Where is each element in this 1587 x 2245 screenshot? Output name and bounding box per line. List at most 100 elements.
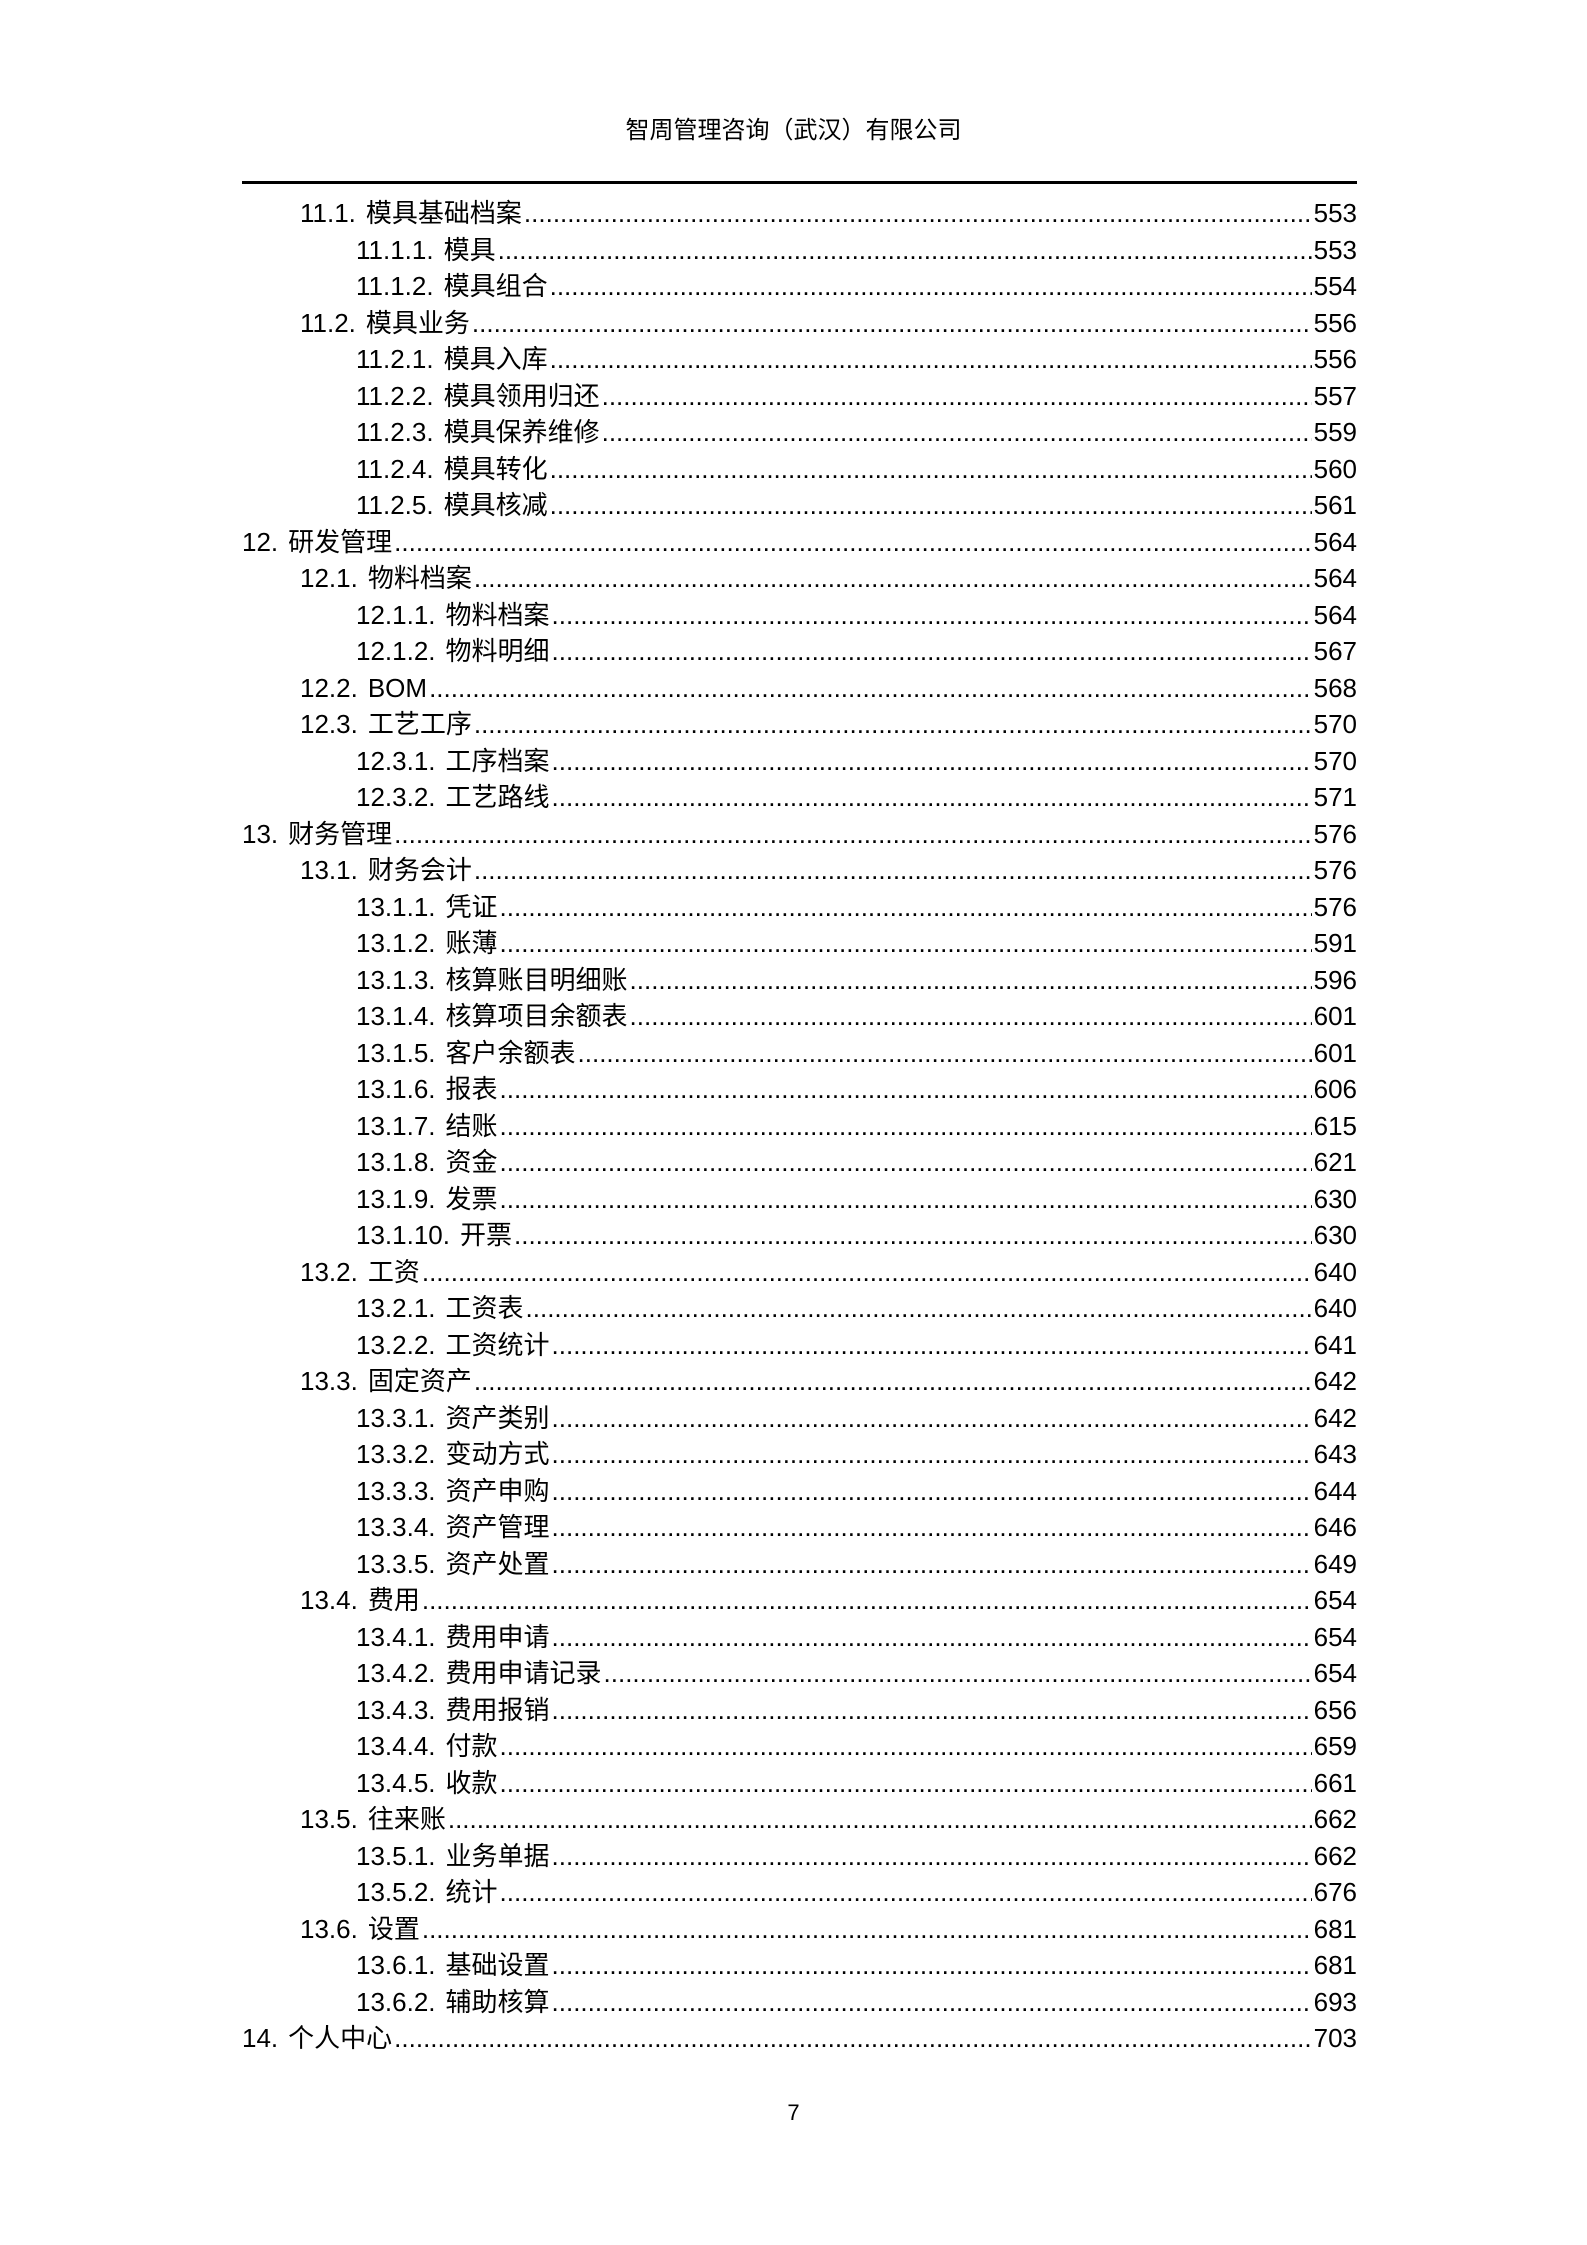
toc-entry-title: 发票 (445, 1183, 498, 1214)
toc-entry[interactable]: 13.4.3. 费用报销 656 (242, 1692, 1357, 1729)
toc-entry-page: 554 (1313, 271, 1357, 301)
toc-entry[interactable]: 11.1.2. 模具组合 554 (242, 268, 1357, 305)
toc-entry-number: 11.2.1. (356, 344, 434, 374)
toc-entry-page: 630 (1313, 1183, 1357, 1214)
toc-entry[interactable]: 13.4.5. 收款 661 (242, 1765, 1357, 1802)
toc-entry[interactable]: 11.2.5. 模具核减 561 (242, 487, 1357, 524)
toc-entry[interactable]: 14. 个人中心 703 (242, 2020, 1357, 2057)
toc-entry[interactable]: 13.3.2. 变动方式 643 (242, 1436, 1357, 1473)
toc-dot-leader (550, 451, 1312, 488)
toc-entry[interactable]: 13. 财务管理 576 (242, 816, 1357, 853)
toc-entry[interactable]: 13.2.1. 工资表 640 (242, 1290, 1357, 1327)
toc-entry[interactable]: 13.1.9. 发票 630 (242, 1181, 1357, 1218)
toc-entry-title: 工序档案 (445, 745, 550, 776)
toc-entry-title: 工资统计 (445, 1329, 550, 1360)
toc-dot-leader (578, 1035, 1312, 1072)
toc-entry[interactable]: 12.1.2. 物料明细 567 (242, 633, 1357, 670)
toc-entry[interactable]: 13.3.1. 资产类别 642 (242, 1400, 1357, 1437)
toc-dot-leader (474, 852, 1312, 889)
toc-entry[interactable]: 12.1. 物料档案 564 (242, 560, 1357, 597)
toc-entry[interactable]: 13.4.4. 付款 659 (242, 1728, 1357, 1765)
toc-dot-leader (500, 925, 1312, 962)
toc-entry-number: 12.1. (300, 563, 358, 593)
toc-entry[interactable]: 13.1.8. 资金 621 (242, 1144, 1357, 1181)
toc-entry-page: 591 (1313, 928, 1357, 958)
toc-entry[interactable]: 13.1.10. 开票 630 (242, 1217, 1357, 1254)
toc-entry[interactable]: 13.4.2. 费用申请记录 654 (242, 1655, 1357, 1692)
toc-entry-number: 12.2. (300, 672, 358, 703)
toc-entry-number: 13.3.5. (356, 1548, 436, 1579)
table-of-contents: 11.1. 模具基础档案 553 11.1.1. 模具 553 11.1.2. 模具组合 554… (242, 195, 1357, 2057)
toc-entry[interactable]: 13.6. 设置 681 (242, 1911, 1357, 1948)
toc-entry-page: 649 (1313, 1548, 1357, 1579)
toc-dot-leader (500, 1144, 1312, 1181)
toc-entry[interactable]: 11.2. 模具业务 556 (242, 305, 1357, 342)
toc-dot-leader (500, 1765, 1312, 1802)
toc-entry[interactable]: 13.1.2. 账薄 591 (242, 925, 1357, 962)
toc-dot-leader (500, 889, 1312, 926)
toc-entry-page: 640 (1313, 1293, 1357, 1323)
toc-entry-page: 576 (1313, 891, 1357, 922)
toc-dot-leader (500, 1181, 1312, 1218)
toc-entry[interactable]: 12.1.1. 物料档案 564 (242, 597, 1357, 634)
toc-entry[interactable]: 13.5. 往来账 662 (242, 1801, 1357, 1838)
toc-entry[interactable]: 13.1.1. 凭证 576 (242, 889, 1357, 926)
toc-dot-leader (552, 1692, 1312, 1729)
toc-entry-page: 681 (1313, 1913, 1357, 1944)
toc-entry-title: 工艺路线 (445, 782, 550, 812)
toc-entry[interactable]: 11.2.3. 模具保养维修 559 (242, 414, 1357, 451)
toc-entry[interactable]: 13.3.3. 资产申购 644 (242, 1473, 1357, 1510)
toc-entry[interactable]: 13.3.5. 资产处置 649 (242, 1546, 1357, 1583)
toc-entry[interactable]: 13.5.1. 业务单据 662 (242, 1838, 1357, 1875)
toc-entry[interactable]: 13.4.1. 费用申请 654 (242, 1619, 1357, 1656)
toc-entry[interactable]: 13.6.2. 辅助核算 693 (242, 1984, 1357, 2021)
toc-entry-title: 开票 (459, 1220, 512, 1250)
toc-entry-page: 571 (1313, 782, 1357, 812)
toc-entry-page: 643 (1313, 1439, 1357, 1469)
toc-entry-title: 资产处置 (445, 1548, 550, 1579)
toc-entry[interactable]: 13.1.4. 核算项目余额表 601 (242, 998, 1357, 1035)
toc-entry-number: 13.1.3. (356, 964, 436, 995)
toc-entry[interactable]: 13.3.4. 资产管理 646 (242, 1509, 1357, 1546)
toc-entry-page: 556 (1313, 344, 1357, 374)
toc-entry[interactable]: 13.1. 财务会计 576 (242, 852, 1357, 889)
toc-dot-leader (602, 414, 1312, 451)
toc-entry-number: 13.2. (300, 1256, 358, 1287)
toc-entry[interactable]: 11.1. 模具基础档案 553 (242, 195, 1357, 232)
toc-entry-page: 601 (1313, 1037, 1357, 1068)
toc-entry-number: 13.4.3. (356, 1694, 436, 1725)
toc-entry-page: 576 (1313, 818, 1357, 849)
toc-entry[interactable]: 11.2.4. 模具转化 560 (242, 451, 1357, 488)
toc-entry[interactable]: 13.2.2. 工资统计 641 (242, 1327, 1357, 1364)
toc-entry[interactable]: 12.2. BOM 568 (242, 670, 1357, 707)
toc-entry[interactable]: 12.3.1. 工序档案 570 (242, 743, 1357, 780)
toc-entry-page: 570 (1313, 709, 1357, 739)
toc-entry[interactable]: 13.1.6. 报表 606 (242, 1071, 1357, 1108)
toc-entry-page: 642 (1313, 1402, 1357, 1433)
toc-entry[interactable]: 13.1.7. 结账 615 (242, 1108, 1357, 1145)
page-header: 智周管理咨询（武汉）有限公司 (625, 117, 962, 144)
toc-entry-title: 物料明细 (445, 636, 550, 666)
toc-entry[interactable]: 12.3. 工艺工序 570 (242, 706, 1357, 743)
toc-entry-title: 统计 (445, 1877, 498, 1907)
toc-entry[interactable]: 11.2.2. 模具领用归还 557 (242, 378, 1357, 415)
toc-entry[interactable]: 12.3.2. 工艺路线 571 (242, 779, 1357, 816)
toc-entry-page: 559 (1313, 417, 1357, 447)
toc-entry-title: 模具转化 (443, 453, 548, 484)
toc-entry[interactable]: 13.6.1. 基础设置 681 (242, 1947, 1357, 1984)
toc-entry[interactable]: 13.1.5. 客户余额表 601 (242, 1035, 1357, 1072)
toc-entry[interactable]: 13.2. 工资 640 (242, 1254, 1357, 1291)
toc-entry-number: 13.6.2. (356, 1986, 436, 2017)
toc-entry[interactable]: 11.1.1. 模具 553 (242, 232, 1357, 269)
toc-entry[interactable]: 13.4. 费用 654 (242, 1582, 1357, 1619)
toc-entry[interactable]: 12. 研发管理 564 (242, 524, 1357, 561)
toc-entry[interactable]: 13.3. 固定资产 642 (242, 1363, 1357, 1400)
toc-dot-leader (552, 597, 1312, 634)
toc-dot-leader (550, 268, 1312, 305)
toc-entry[interactable]: 11.2.1. 模具入库 556 (242, 341, 1357, 378)
toc-dot-leader (394, 524, 1311, 561)
toc-entry[interactable]: 13.5.2. 统计 676 (242, 1874, 1357, 1911)
toc-entry-title: 资产类别 (445, 1402, 550, 1433)
toc-dot-leader (474, 560, 1312, 597)
toc-entry[interactable]: 13.1.3. 核算账目明细账 596 (242, 962, 1357, 999)
